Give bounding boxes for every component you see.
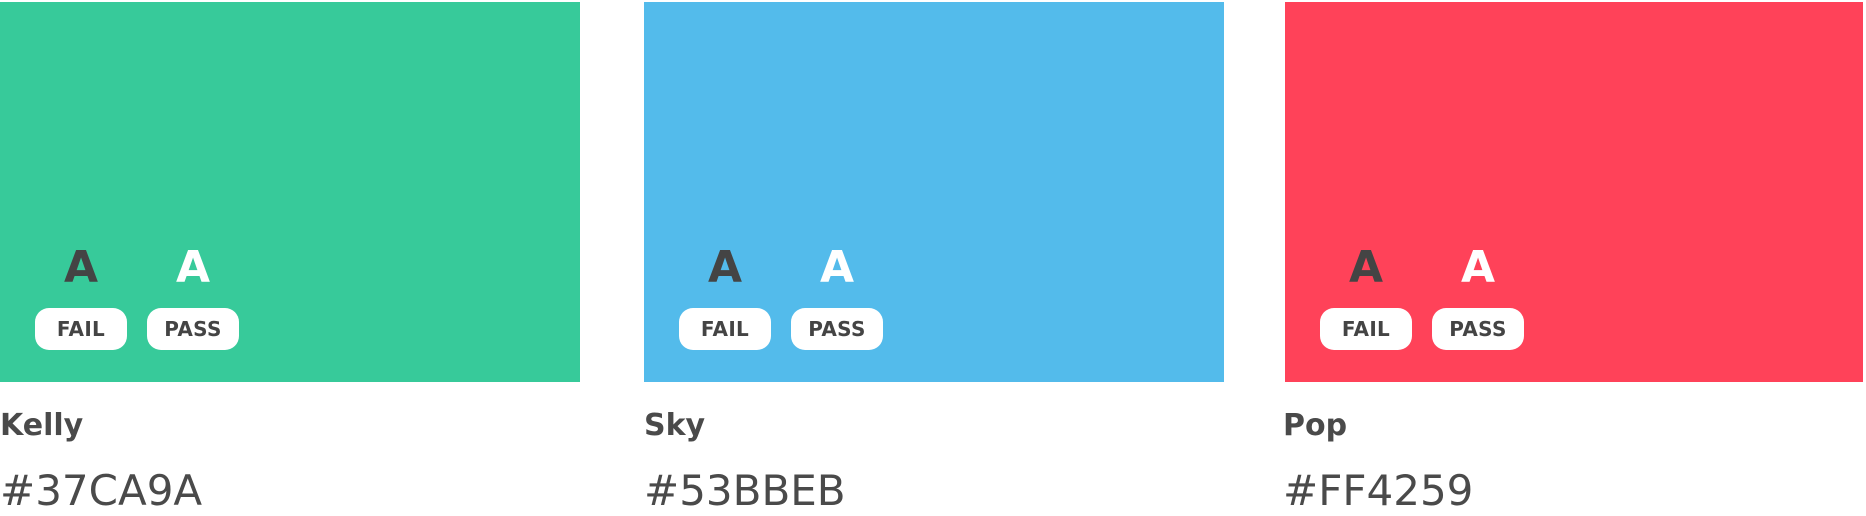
fail-badge: FAIL: [35, 308, 127, 350]
swatch-name: Sky: [644, 408, 706, 443]
contrast-samples: A A FAIL PASS: [0, 2, 580, 382]
dark-text-sample: A: [63, 242, 99, 293]
color-swatch: A A FAIL PASS: [644, 2, 1224, 382]
fail-badge: FAIL: [679, 308, 771, 350]
color-swatch: A A FAIL PASS: [1285, 2, 1863, 382]
pass-badge: PASS: [147, 308, 239, 350]
light-text-sample: A: [819, 242, 855, 293]
dark-text-sample: A: [1348, 242, 1384, 293]
swatch-name: Pop: [1283, 408, 1348, 443]
light-text-sample: A: [1460, 242, 1496, 293]
swatch-hex-code: #53BBEB: [644, 466, 846, 515]
swatch-name: Kelly: [0, 408, 84, 443]
pass-badge: PASS: [1432, 308, 1524, 350]
light-text-sample: A: [175, 242, 211, 293]
dark-text-sample: A: [707, 242, 743, 293]
contrast-samples: A A FAIL PASS: [644, 2, 1224, 382]
swatch-hex-code: #FF4259: [1283, 466, 1474, 515]
swatch-card-pop: A A FAIL PASS: [1285, 2, 1863, 382]
contrast-samples: A A FAIL PASS: [1285, 2, 1863, 382]
pass-badge: PASS: [791, 308, 883, 350]
swatch-hex-code: #37CA9A: [0, 466, 203, 515]
color-swatch: A A FAIL PASS: [0, 2, 580, 382]
swatch-card-sky: A A FAIL PASS: [644, 2, 1224, 382]
swatch-card-kelly: A A FAIL PASS: [0, 2, 580, 382]
fail-badge: FAIL: [1320, 308, 1412, 350]
